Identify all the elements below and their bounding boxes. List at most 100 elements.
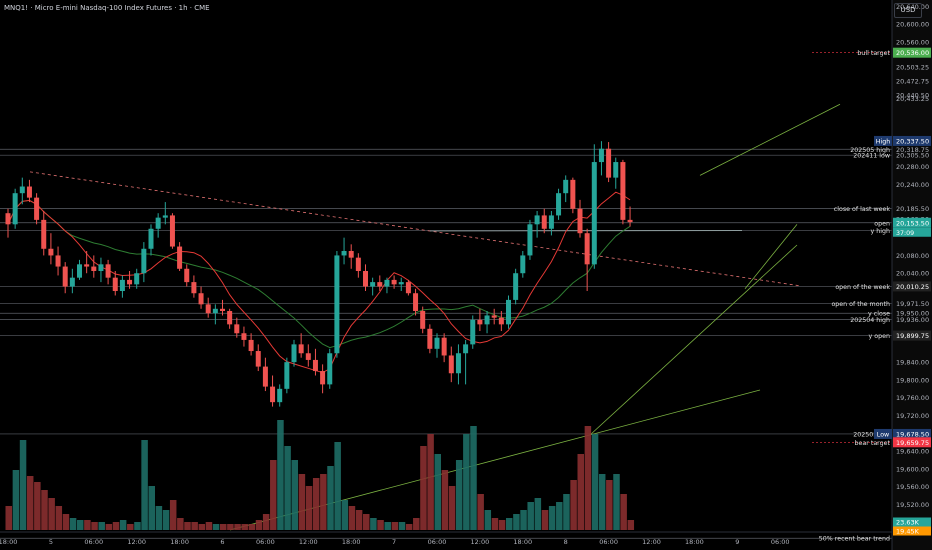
price-axis: 20,640.00 20,600.00 20,560.00 20,280.00 20,2… <box>874 0 932 550</box>
candle <box>227 311 233 325</box>
candle <box>577 208 583 234</box>
x-tick-label: 06:00 <box>256 538 275 546</box>
volume-bar <box>434 454 441 530</box>
volume-bar <box>627 520 635 530</box>
volume-bar <box>55 506 63 530</box>
candle <box>448 355 454 374</box>
volume-bar <box>498 520 506 530</box>
candle <box>26 186 32 198</box>
candle <box>5 213 11 225</box>
y-tick-label: 19,720.00 <box>896 412 929 420</box>
candle <box>262 366 268 387</box>
candle <box>241 333 247 340</box>
candle <box>127 279 133 285</box>
volume-bar <box>534 498 542 530</box>
candle <box>606 148 612 178</box>
currency-button[interactable]: USD <box>894 3 922 18</box>
ma-red <box>7 191 631 374</box>
volume-bar <box>355 510 363 530</box>
moving-averages <box>7 191 631 374</box>
price-badge <box>893 135 931 146</box>
candle <box>455 353 461 374</box>
trend-line <box>699 103 841 176</box>
chart-title: MNQ1! · Micro E-mini Nasdaq-100 Index Fu… <box>4 4 210 12</box>
candle <box>541 215 547 229</box>
volume-bar <box>377 520 384 530</box>
volume-bar <box>262 514 270 530</box>
volume-bar <box>405 524 413 530</box>
price-badge-label: 20,153.50 <box>896 219 929 227</box>
y-tick-label: 20,080.00 <box>896 252 929 260</box>
level-label: 202411 low <box>853 153 890 160</box>
volume-bar <box>191 522 198 530</box>
volume-bar <box>556 502 563 530</box>
trend-line <box>589 244 798 436</box>
volume-bar <box>341 500 349 530</box>
volume-bar <box>520 510 527 530</box>
volume-bar <box>62 514 70 530</box>
volume-bar <box>169 500 177 530</box>
x-tick-label: 9 <box>735 538 739 546</box>
price-badge <box>893 428 931 439</box>
volume-bar <box>284 446 291 530</box>
axis-level-label: 20,305.50 <box>896 152 929 160</box>
volume-bar <box>598 474 606 530</box>
axis-level-label: 20,185.50 <box>896 205 929 213</box>
axis-level-label: 20,472.75 <box>896 77 929 85</box>
candle <box>162 215 168 218</box>
axis-level-label: 19,936.00 <box>896 316 929 324</box>
volume-bar <box>398 522 406 530</box>
axis-level-label: 19,950.00 <box>896 310 929 318</box>
y-tick-label: 19,840.00 <box>896 359 929 367</box>
volume-bar <box>448 486 456 530</box>
volume-bar <box>591 434 599 530</box>
x-tick-label: 06:00 <box>84 538 103 546</box>
volume-bar <box>327 466 334 530</box>
volume-badge <box>893 517 931 527</box>
candle <box>119 279 125 292</box>
volume-bar <box>334 442 341 530</box>
level-label: y high <box>871 228 890 235</box>
y-tick-label: 20,600.00 <box>896 21 929 29</box>
candle <box>463 344 469 354</box>
price-badge <box>893 281 931 292</box>
level-label: 50% recent bear trend <box>819 536 890 543</box>
candle <box>441 337 447 356</box>
candle <box>291 344 297 363</box>
price-badge-tag <box>874 135 892 146</box>
candle <box>270 386 276 403</box>
y-tick-label: 20,640.00 <box>896 3 929 11</box>
candle <box>212 308 218 314</box>
volume-bar <box>234 524 241 530</box>
volume-bar <box>19 440 27 530</box>
candle <box>69 277 75 287</box>
candle <box>234 324 240 334</box>
volume-bar <box>105 524 113 530</box>
candle <box>434 337 440 349</box>
candle <box>155 217 161 229</box>
y-tick-label: 19,760.00 <box>896 394 929 402</box>
volume-bar <box>312 478 320 530</box>
price-badge-tag-label: Low <box>877 431 889 438</box>
candle <box>506 299 511 325</box>
volume-bar <box>506 518 513 530</box>
level-label: bull target <box>857 50 890 57</box>
volume-badge-label: 19.45K <box>896 528 920 536</box>
volume-bar <box>563 494 570 530</box>
volume-badge-label: 23.63K <box>896 519 920 527</box>
volume-bar <box>177 518 184 530</box>
price-badge-label: 20,337.50 <box>896 137 929 145</box>
volume-bar <box>26 476 34 530</box>
volume-bar <box>441 470 449 530</box>
x-tick-label: 12:00 <box>299 538 318 546</box>
candle <box>298 344 304 354</box>
x-tick-label: 18:00 <box>513 538 532 546</box>
candle <box>477 319 483 325</box>
x-tick-label: 7 <box>392 538 396 546</box>
volume-bar <box>320 474 327 530</box>
volume-bar <box>248 524 256 530</box>
volume-bar <box>77 520 84 530</box>
volume-bar <box>413 518 420 530</box>
